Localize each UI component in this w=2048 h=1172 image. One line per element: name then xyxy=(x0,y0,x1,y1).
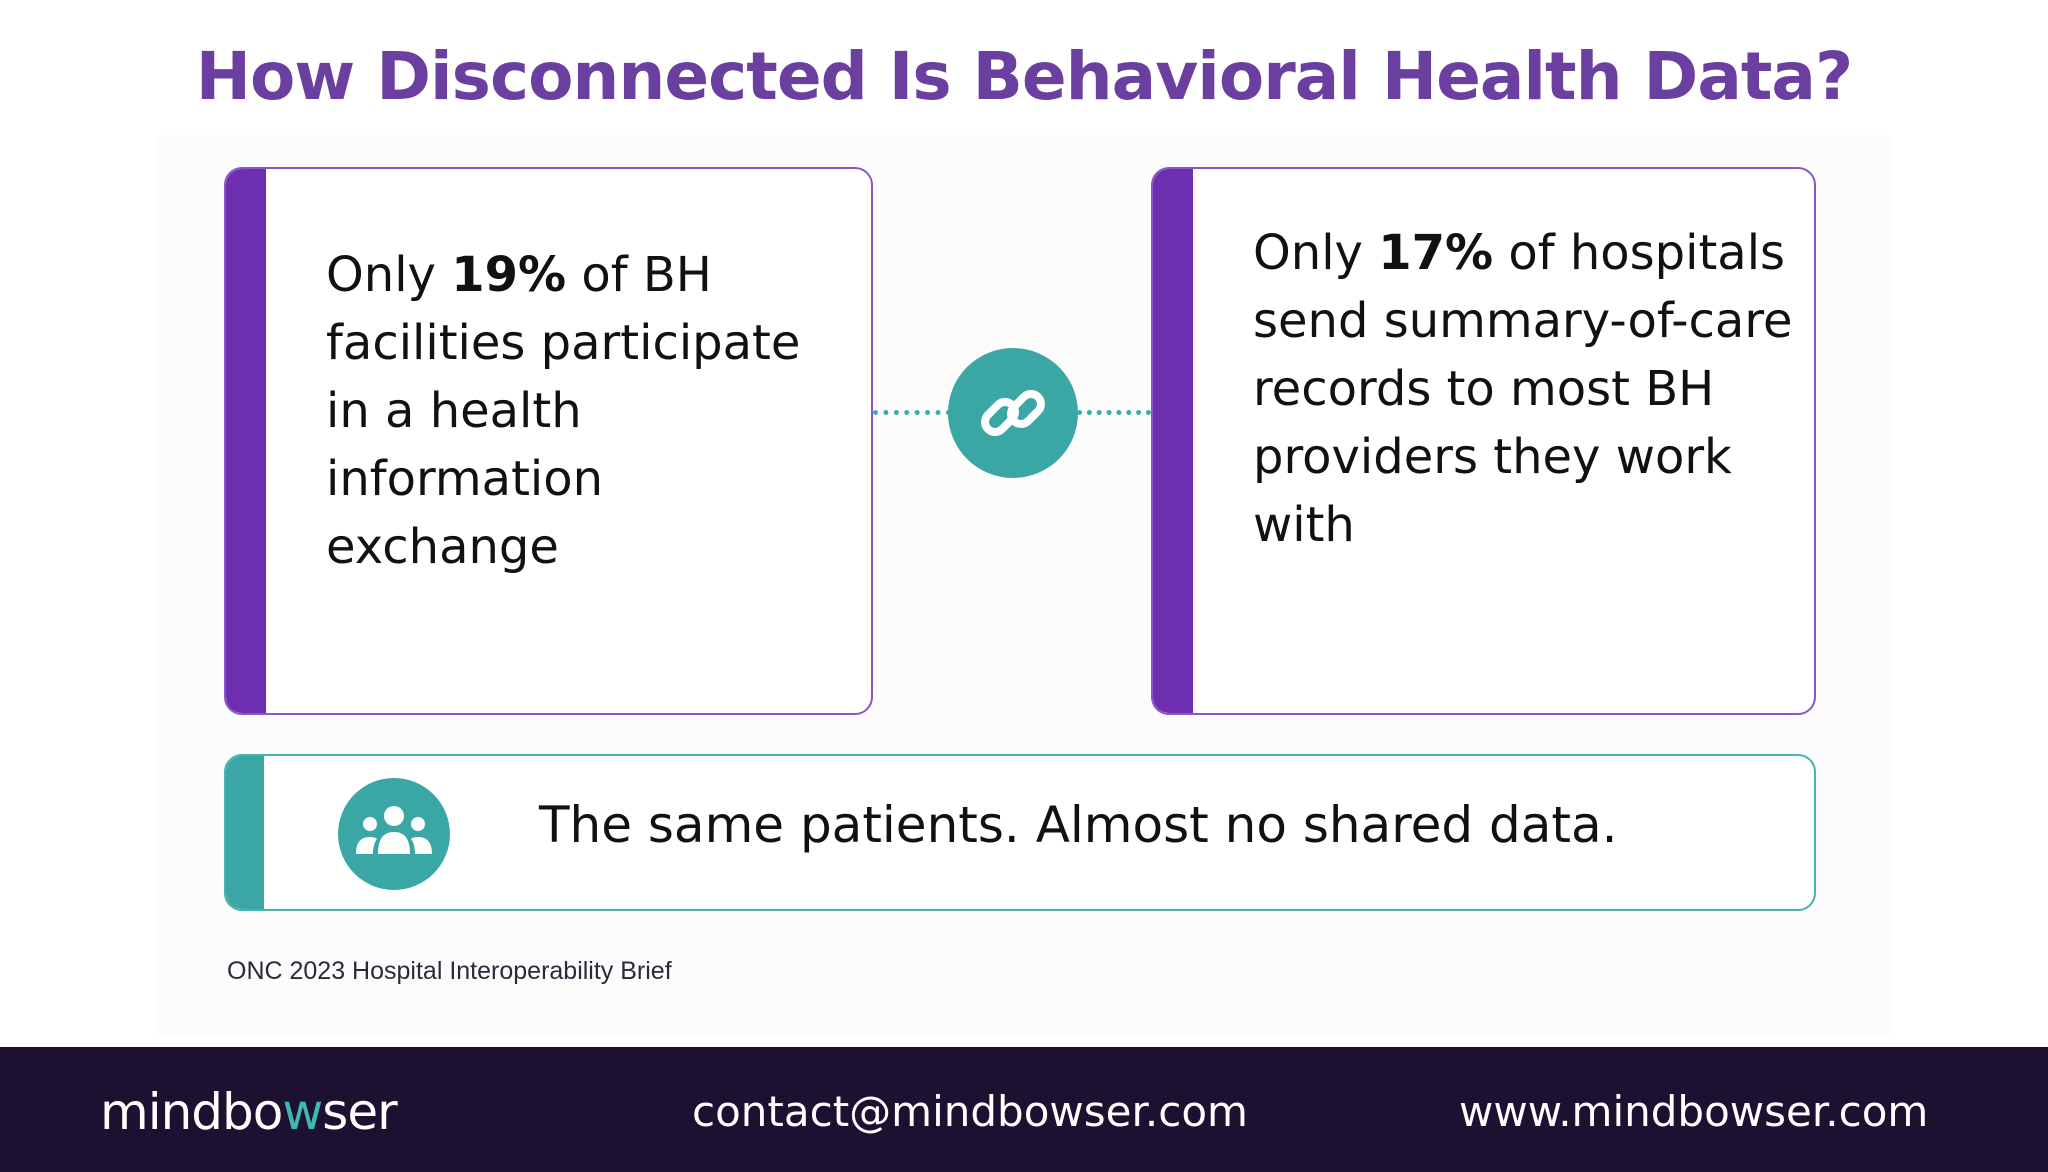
stat-text-hospitals: Only 17% of hospitals send summary-of-ca… xyxy=(1253,219,1793,559)
connector-line-left xyxy=(873,410,951,415)
link-icon xyxy=(981,390,1045,436)
stat-card-hospitals: Only 17% of hospitals send summary-of-ca… xyxy=(1151,167,1816,715)
page-title: How Disconnected Is Behavioral Health Da… xyxy=(195,38,1854,115)
stat-suffix: of hospitals send summary-of-care record… xyxy=(1253,225,1793,553)
stat-card-facilities: Only 19% of BH facilities participate in… xyxy=(224,167,873,715)
card-accent-bar xyxy=(1153,169,1193,713)
summary-banner: The same patients. Almost no shared data… xyxy=(224,754,1816,911)
connector-line-right xyxy=(1077,410,1151,415)
brand-logo[interactable]: mindbowser xyxy=(100,1083,398,1141)
stat-prefix: Only xyxy=(326,247,452,303)
logo-text-end: ser xyxy=(322,1083,397,1141)
stat-value-17: 17% xyxy=(1378,225,1494,281)
link-icon-badge xyxy=(948,348,1078,478)
stat-text-facilities: Only 19% of BH facilities participate in… xyxy=(326,241,846,581)
stat-suffix: of BH facilities participate in a health… xyxy=(326,247,801,575)
people-group-icon xyxy=(356,806,432,854)
stat-value-19: 19% xyxy=(451,247,567,303)
banner-accent-bar xyxy=(226,756,264,909)
stat-prefix: Only xyxy=(1253,225,1379,281)
contact-email-link[interactable]: contact@mindbowser.com xyxy=(692,1087,1248,1136)
logo-text-start: mindbo xyxy=(100,1083,283,1141)
card-accent-bar xyxy=(226,169,266,713)
source-citation: ONC 2023 Hospital Interoperability Brief xyxy=(227,957,672,985)
banner-text: The same patients. Almost no shared data… xyxy=(539,796,1618,854)
logo-text-accent: w xyxy=(282,1083,323,1141)
footer-bar: mindbowser contact@mindbowser.com www.mi… xyxy=(0,1047,2048,1172)
people-icon-badge xyxy=(338,778,450,890)
website-link[interactable]: www.mindbowser.com xyxy=(1459,1087,1929,1136)
